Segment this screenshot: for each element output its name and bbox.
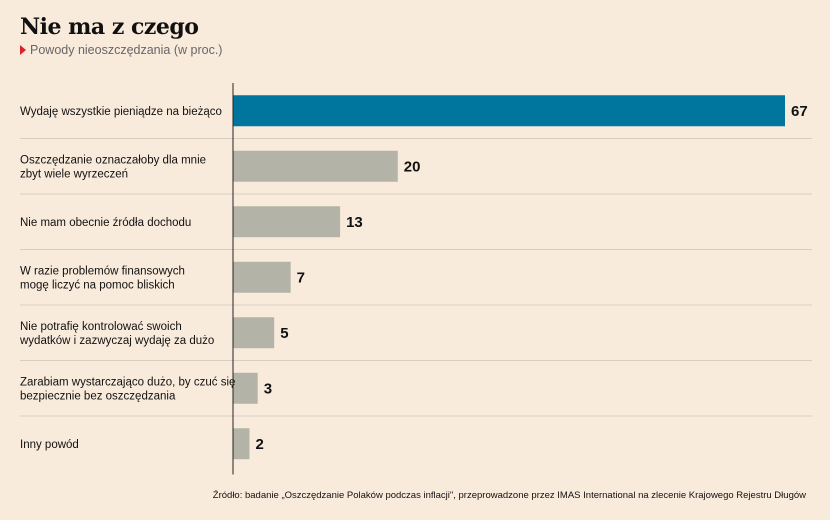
data-label: 67 bbox=[791, 103, 808, 120]
data-label: 2 bbox=[255, 436, 263, 453]
category-label: Nie potrafię kontrolować swoich bbox=[20, 321, 182, 333]
source-note: Źródło: badanie „Oszczędzanie Polaków po… bbox=[212, 490, 806, 501]
bar bbox=[233, 206, 341, 238]
bar bbox=[233, 372, 258, 404]
red-triangle-icon bbox=[20, 45, 26, 55]
chart-title: Nie ma z czego bbox=[20, 14, 199, 40]
bar bbox=[233, 317, 275, 349]
category-label: bezpiecznie bez oszczędzania bbox=[20, 390, 176, 402]
category-label: Nie mam obecnie źródła dochodu bbox=[20, 217, 191, 229]
subtitle-text: Powody nieoszczędzania (w proc.) bbox=[30, 43, 223, 57]
data-label: 13 bbox=[346, 214, 363, 231]
category-label: zbyt wiele wyrzeczeń bbox=[20, 168, 128, 180]
bar bbox=[233, 428, 250, 460]
data-label: 20 bbox=[404, 158, 421, 175]
category-label: Wydaję wszystkie pieniądze na bieżąco bbox=[20, 106, 222, 118]
category-label: Zarabiam wystarczająco dużo, by czuć się bbox=[20, 376, 235, 388]
chart-subtitle: Powody nieoszczędzania (w proc.) bbox=[20, 43, 222, 57]
bar bbox=[233, 150, 398, 182]
bar bbox=[233, 261, 291, 293]
bar bbox=[233, 95, 785, 127]
category-label: W razie problemów finansowych bbox=[20, 265, 185, 277]
category-label: wydatków i zazwyczaj wydaję za dużo bbox=[19, 335, 214, 347]
data-label: 3 bbox=[264, 380, 272, 397]
data-label: 5 bbox=[280, 325, 288, 342]
category-label: Oszczędzanie oznaczałoby dla mnie bbox=[20, 154, 206, 166]
category-label: mogę liczyć na pomoc bliskich bbox=[20, 279, 175, 291]
category-label: Inny powód bbox=[20, 439, 79, 451]
data-label: 7 bbox=[297, 269, 305, 286]
